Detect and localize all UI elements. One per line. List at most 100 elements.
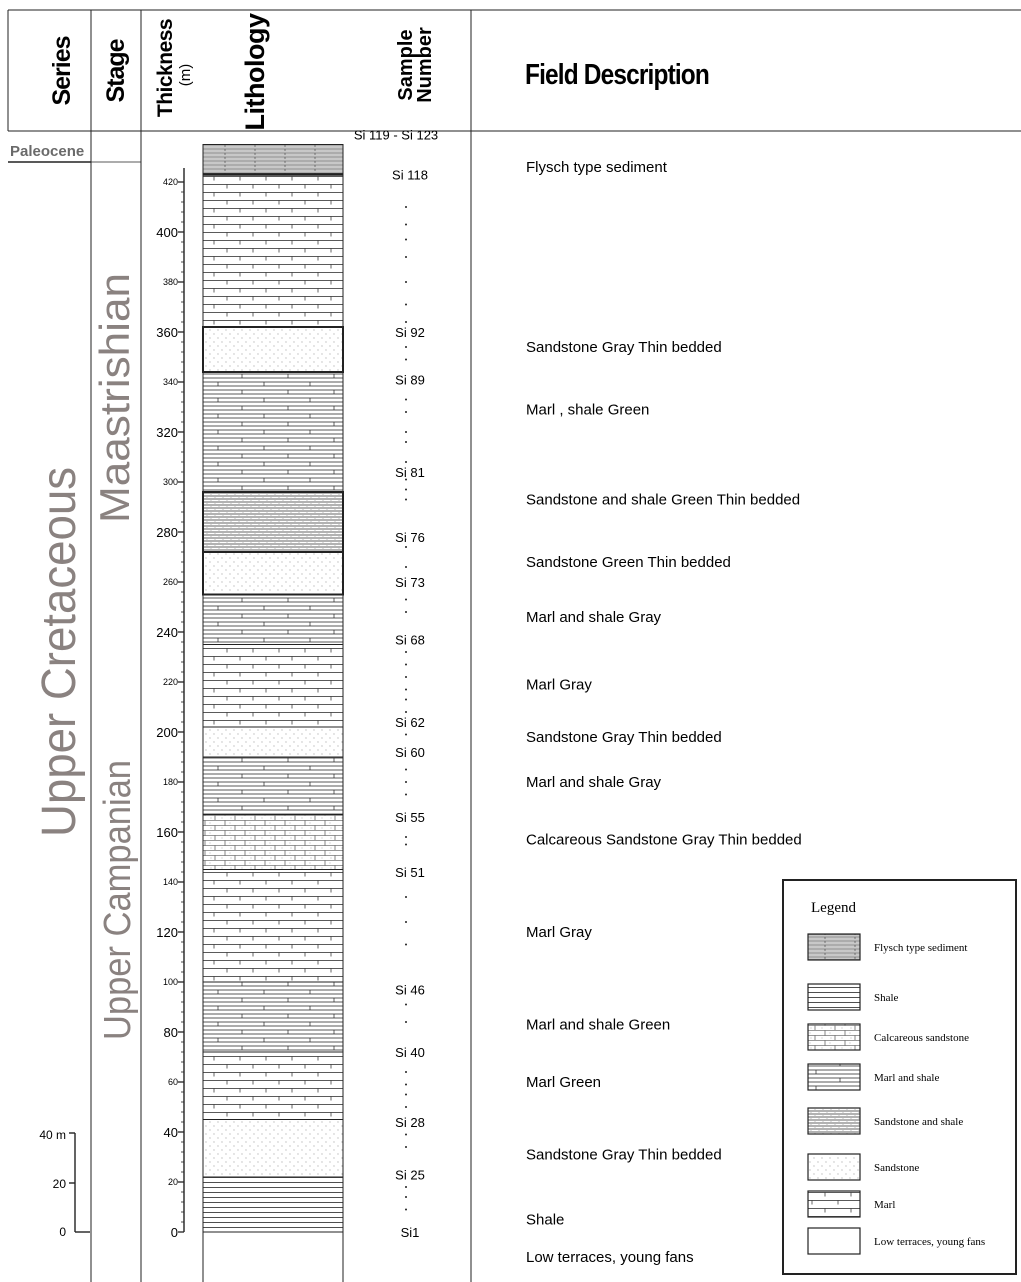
sample-dot: [405, 1133, 407, 1136]
lithology-unit-sandstone: [202, 1119, 344, 1178]
table-frame: [7, 9, 1021, 1282]
axis-label-major: 240: [156, 625, 178, 640]
field-description-entry: Marl and shale Green: [526, 1017, 670, 1034]
axis-label-major: 200: [156, 725, 178, 740]
sample-dot: [405, 478, 407, 481]
sample-label: Si 68: [395, 633, 425, 648]
sample-dot: [405, 1083, 407, 1086]
field-description-entry: Sandstone Gray Thin bedded: [526, 1147, 722, 1164]
field-description-entry: Shale: [526, 1212, 564, 1229]
axis-label-major: 120: [156, 925, 178, 940]
lithology-unit-shale: [202, 1176, 344, 1233]
thickness-axis: 0 40 80 120 160 200 240 280 320 360 400 20 60 100 140 1…: [156, 168, 185, 1240]
axis-label-major: 0: [171, 1225, 178, 1240]
legend-label: Low terraces, young fans: [874, 1236, 985, 1248]
sample-dot: [405, 1208, 407, 1211]
axis-label-minor: 420: [163, 177, 178, 187]
field-description-entry: Low terraces, young fans: [526, 1249, 694, 1266]
axis-label-major: 160: [156, 825, 178, 840]
lithology-unit-sandstone-and-shale: [202, 491, 344, 553]
axis-label-major: 280: [156, 525, 178, 540]
series-column: Paleocene Upper Cretaceous: [10, 143, 86, 837]
field-description-entry: Sandstone and shale Green Thin bedded: [526, 492, 800, 509]
sample-dot: [405, 843, 407, 846]
sample-dot: [405, 566, 407, 568]
lithology-unit-calcareous-sandstone: [202, 814, 344, 870]
sample-label: Si 46: [395, 983, 425, 998]
stage-upper-campanian: Upper Campanian: [97, 760, 139, 1040]
sample-label: Si 73: [395, 575, 425, 590]
legend-label: Shale: [874, 992, 899, 1004]
sample-dot: [405, 206, 407, 208]
header-row: Series Stage Thickness (m) Lithology Sam…: [48, 13, 710, 130]
axis-label-major: 320: [156, 425, 178, 440]
sample-dot: [405, 651, 407, 653]
axis-label-minor: 380: [163, 277, 178, 287]
axis-label-minor: 100: [163, 977, 178, 987]
sample-number-column: Si 119 - Si 123 Si 118 Si 92 Si 89 Si 81 Si 7…: [354, 128, 438, 1241]
legend-swatch-marl: [807, 1190, 861, 1218]
sample-label: Si 28: [395, 1115, 425, 1130]
legend-swatch-sandstone-and-shale: [807, 1107, 861, 1135]
header-sample-line1: Sample: [395, 29, 417, 100]
legend-label: Sandstone: [874, 1162, 919, 1174]
axis-label-major: 360: [156, 325, 178, 340]
scale-bar: 40 m 20 0: [39, 1128, 90, 1239]
lithology-unit-sandstone: [202, 551, 344, 596]
header-stage: Stage: [102, 38, 130, 102]
header-thickness-unit: (m): [177, 64, 194, 87]
legend-swatch-flysch: [807, 933, 861, 961]
axis-label-minor: 180: [163, 777, 178, 787]
sample-dot: [405, 793, 407, 796]
sample-dot: [405, 836, 407, 838]
sample-dot: [405, 688, 407, 691]
sample-dot: [405, 611, 407, 613]
legend-swatch-low-terraces: [807, 1227, 861, 1255]
sample-dot: [405, 411, 407, 413]
sample-dot: [405, 358, 407, 361]
lithology-unit-marl-and-shale: [202, 981, 344, 1053]
scale-label-20: 20: [53, 1177, 67, 1191]
lithology-unit-marl-and-shale: [202, 594, 344, 645]
sample-dot: [405, 781, 407, 783]
sample-label: Si1: [401, 1225, 420, 1240]
sample-dot: [405, 256, 407, 258]
sample-dot: [405, 698, 407, 701]
lithology-unit-sandstone: [202, 326, 344, 373]
lithology-unit-marl: [202, 1051, 344, 1120]
sample-dot: [405, 1106, 407, 1108]
field-description-entry: Marl Green: [526, 1074, 601, 1091]
sample-dot: [405, 321, 407, 323]
lithology-unit-marl-and-shale: [202, 756, 344, 815]
sample-dot: [405, 598, 407, 601]
sample-dot: [405, 441, 407, 443]
sample-label: Si 89: [395, 373, 425, 388]
sample-dot: [405, 711, 407, 713]
sample-dot: [405, 896, 407, 898]
axis-label-minor: 20: [168, 1177, 178, 1187]
legend-swatch-shale: [807, 983, 861, 1011]
lithology-unit-marl-and-shale: [202, 371, 344, 493]
sample-dot: [405, 1003, 407, 1006]
lithology-unit-marl: [202, 174, 344, 328]
header-sample-line2: Number: [414, 27, 436, 103]
sample-dot: [405, 281, 407, 283]
sample-label: Si 55: [395, 810, 425, 825]
header-thickness: Thickness: [154, 19, 177, 117]
sample-label: Si 81: [395, 465, 425, 480]
legend-label: Calcareous sandstone: [874, 1032, 969, 1044]
sample-dot: [405, 498, 407, 501]
field-description-entry: Sandstone Gray Thin bedded: [526, 339, 722, 356]
field-description-column: Flysch type sediment Sandstone Gray Thin …: [526, 159, 802, 1266]
lithology-unit-low-terraces: [202, 1231, 344, 1282]
sample-dot: [405, 461, 407, 463]
axis-label-major: 80: [164, 1025, 178, 1040]
sample-dot: [405, 238, 407, 241]
axis-label-minor: 300: [163, 477, 178, 487]
sample-label: Si 92: [395, 325, 425, 340]
axis-label-major: 40: [164, 1125, 178, 1140]
sample-dot: [405, 1196, 407, 1198]
field-description-entry: Marl Gray: [526, 677, 592, 694]
sample-dot: [405, 676, 407, 678]
field-description-entry: Calcareous Sandstone Gray Thin bedded: [526, 832, 802, 849]
